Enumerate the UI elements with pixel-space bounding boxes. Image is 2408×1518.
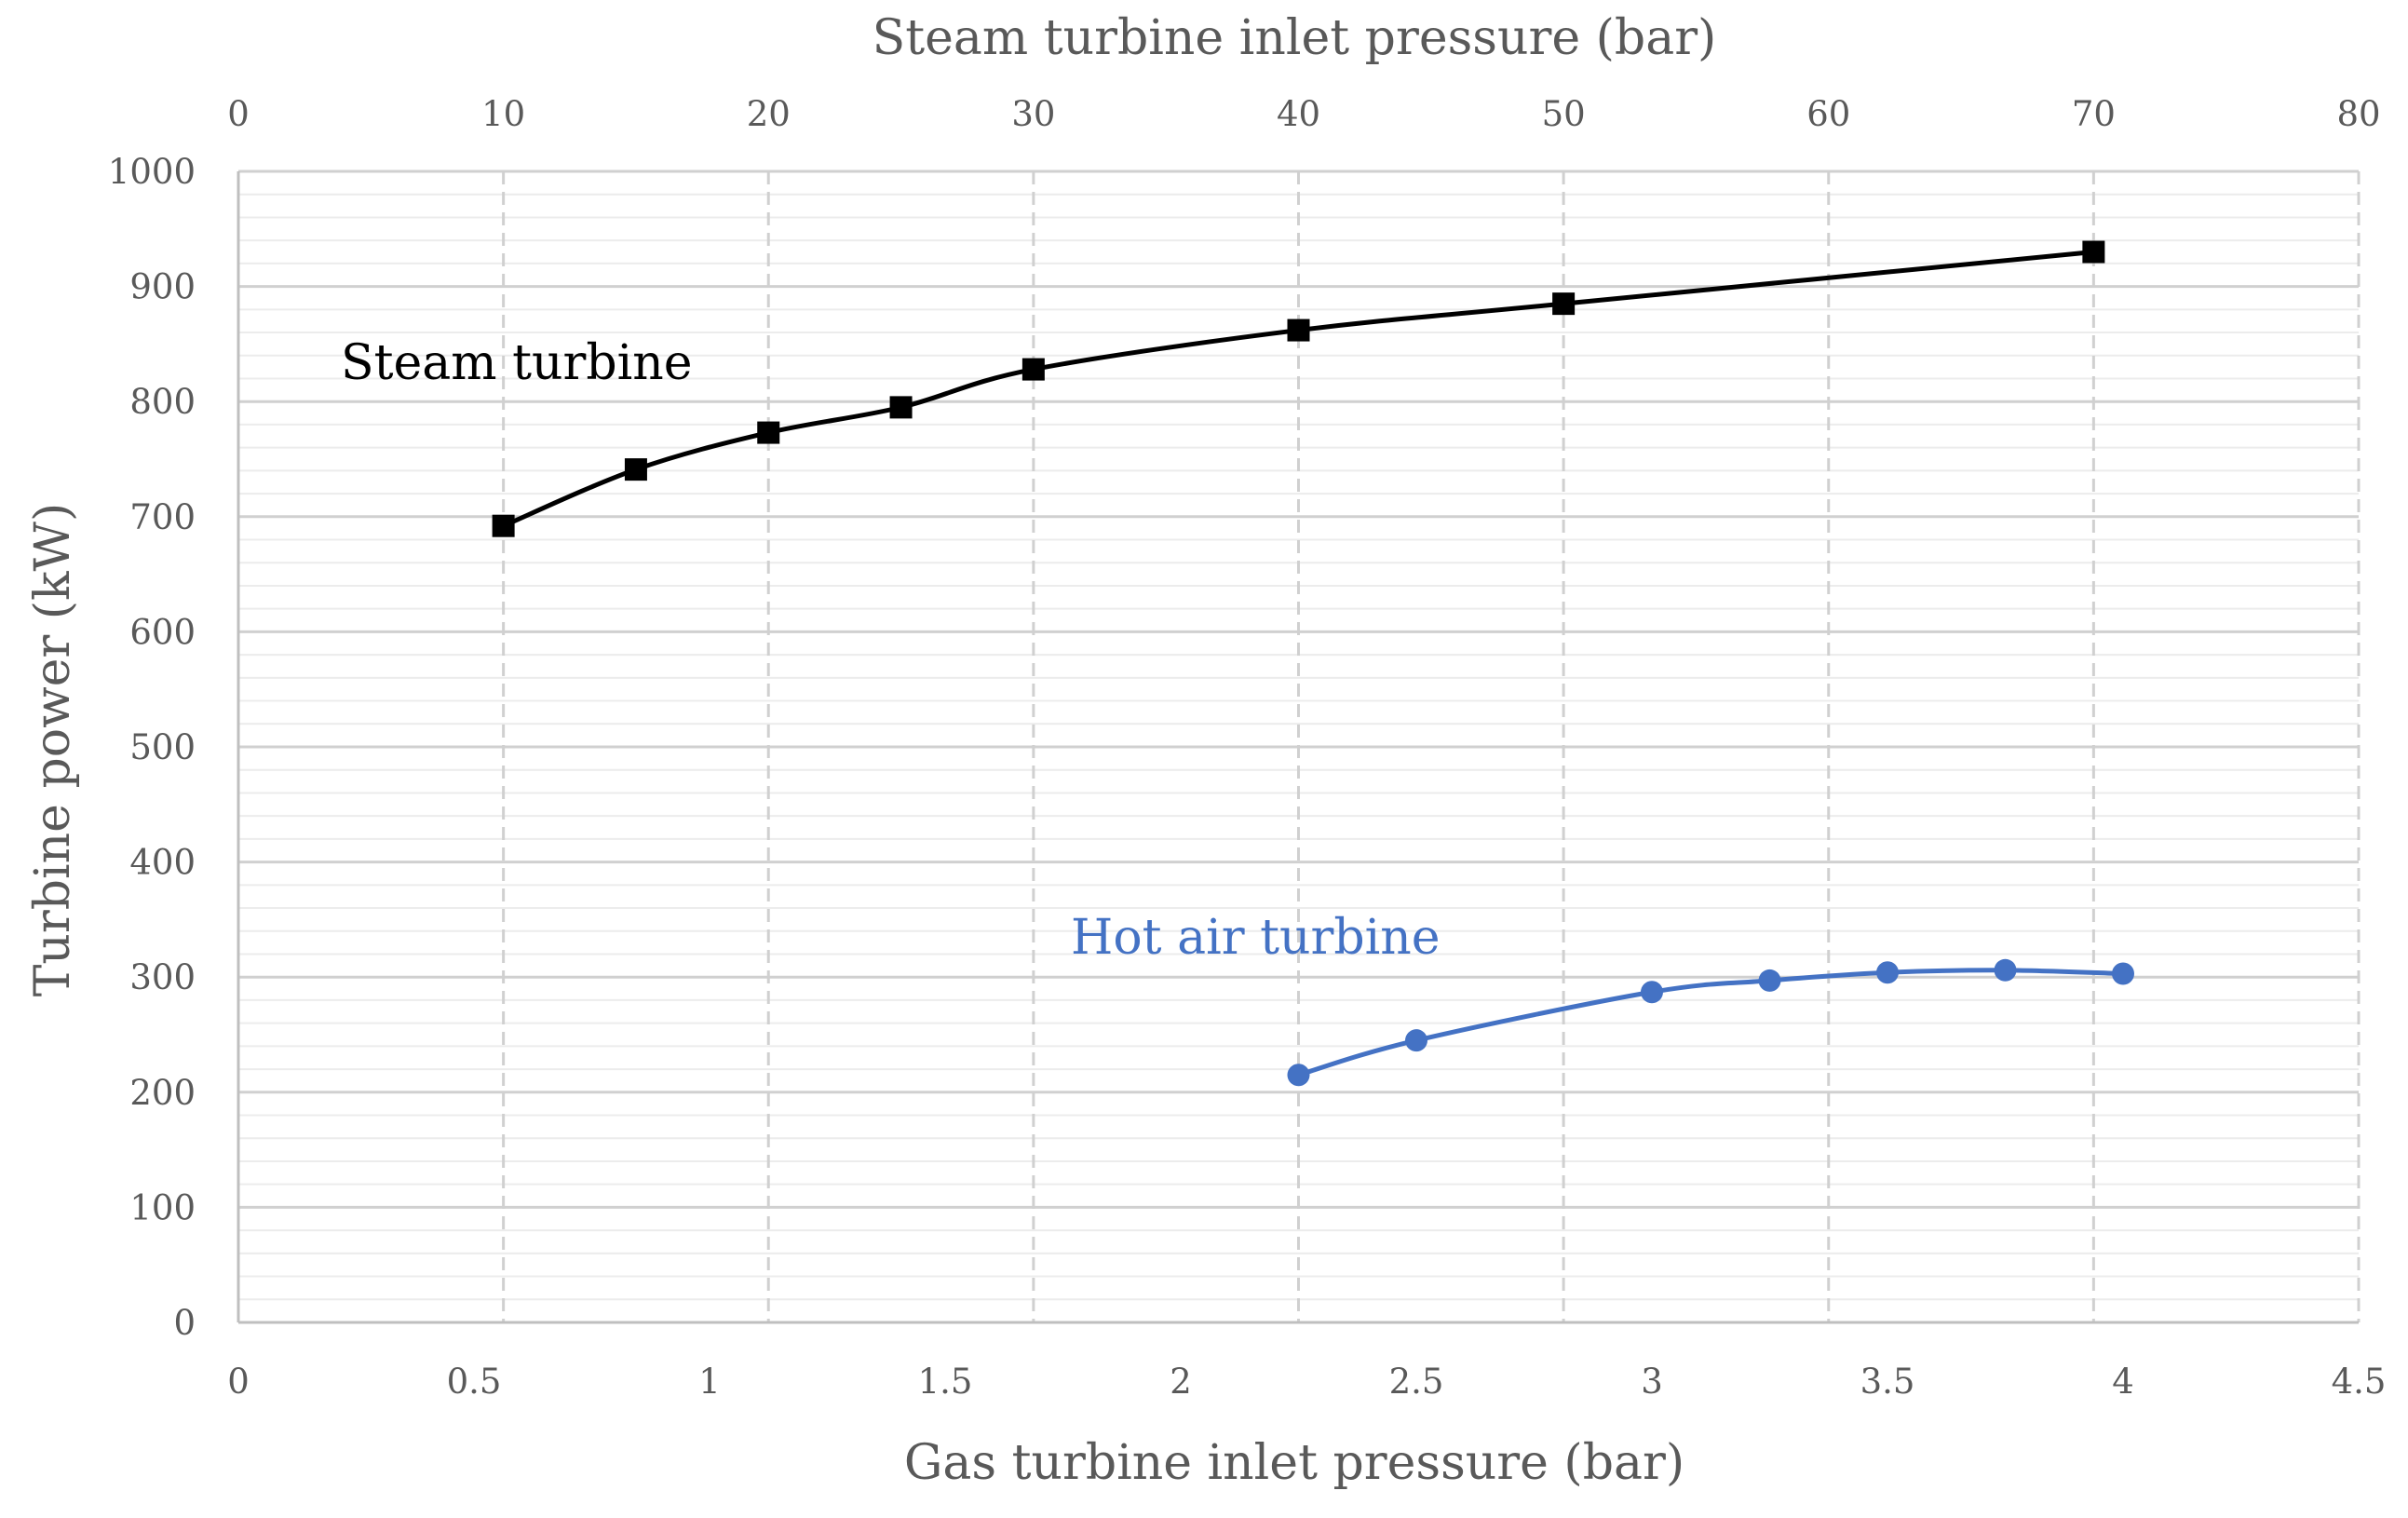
- y-tick-label: 100: [129, 1187, 196, 1227]
- hot-air-turbine-label: Hot air turbine: [1071, 910, 1441, 966]
- x-top-tick-label: 30: [1011, 94, 1055, 134]
- hot-air-turbine-point: [1405, 1029, 1427, 1052]
- x-top-tick-label: 80: [2336, 94, 2380, 134]
- steam-turbine-point: [624, 458, 647, 481]
- x-bottom-tick-label: 3: [1641, 1362, 1663, 1402]
- hot-air-turbine-point: [1287, 1064, 1310, 1087]
- x-bottom-tick-label: 1.5: [918, 1362, 973, 1402]
- x-bottom-tick-label: 0.5: [447, 1362, 502, 1402]
- x-bottom-tick-label: 4: [2112, 1362, 2134, 1402]
- hot-air-turbine-point: [1876, 961, 1899, 984]
- y-tick-label: 0: [173, 1303, 196, 1343]
- x-bottom-axis-title: Gas turbine inlet pressure (bar): [904, 1435, 1684, 1491]
- steam-turbine-point: [1552, 292, 1576, 316]
- y-tick-label: 1000: [108, 152, 196, 192]
- hot-air-turbine-point: [1758, 969, 1781, 992]
- hot-air-turbine-point: [1641, 981, 1663, 1004]
- y-tick-label: 400: [129, 843, 196, 883]
- steam-turbine-point: [492, 514, 515, 537]
- hot-air-turbine-point: [1994, 958, 2017, 982]
- steam-turbine-point: [757, 421, 780, 444]
- x-bottom-tick-label: 4.5: [2332, 1362, 2387, 1402]
- y-tick-label: 700: [129, 497, 196, 537]
- y-tick-label: 800: [129, 382, 196, 422]
- x-bottom-tick-label: 0: [227, 1362, 250, 1402]
- steam-turbine-point: [889, 396, 913, 419]
- steam-turbine-point: [1021, 358, 1045, 381]
- x-top-tick-label: 10: [481, 94, 525, 134]
- steam-turbine-label: Steam turbine: [341, 335, 693, 391]
- y-axis-title: Turbine power (kW): [25, 503, 81, 997]
- x-top-tick-label: 60: [1806, 94, 1850, 134]
- x-top-tick-label: 0: [227, 94, 250, 134]
- x-top-tick-label: 40: [1277, 94, 1320, 134]
- hot-air-turbine-point: [2112, 962, 2134, 985]
- axes: [237, 171, 2359, 1324]
- y-tick-label: 600: [129, 612, 196, 652]
- x-bottom-tick-label: 2: [1170, 1362, 1192, 1402]
- x-bottom-tick-label: 1: [698, 1362, 721, 1402]
- grid: [238, 169, 2361, 1322]
- steam-turbine-point: [1287, 319, 1310, 342]
- x-top-tick-label: 70: [2072, 94, 2116, 134]
- steam-turbine-line: [502, 250, 2094, 528]
- y-tick-label: 900: [129, 267, 196, 307]
- y-tick-label: 500: [129, 727, 196, 767]
- y-tick-label: 200: [129, 1073, 196, 1113]
- x-top-tick-label: 50: [1542, 94, 1586, 134]
- steam-turbine-point: [2082, 240, 2105, 264]
- x-bottom-tick-label: 2.5: [1389, 1362, 1444, 1402]
- y-tick-label: 300: [129, 957, 196, 997]
- x-bottom-tick-label: 3.5: [1860, 1362, 1915, 1402]
- x-top-tick-label: 20: [747, 94, 791, 134]
- x-top-axis-title: Steam turbine inlet pressure (bar): [873, 10, 1717, 66]
- series-layer: [492, 240, 2134, 1087]
